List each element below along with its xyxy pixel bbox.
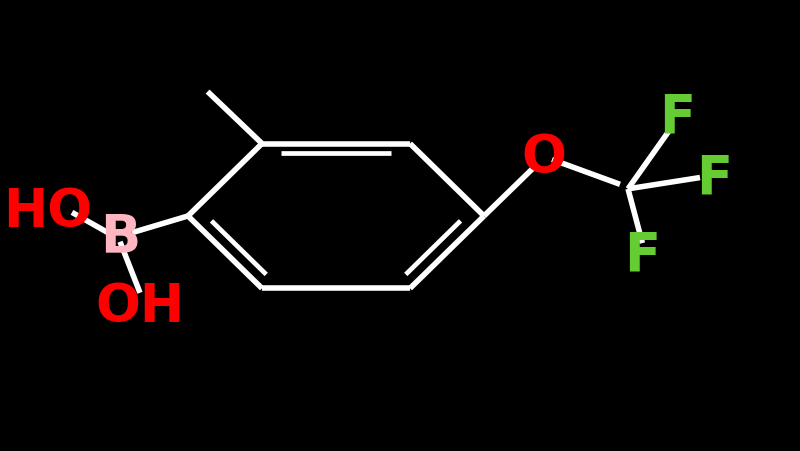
Text: OH: OH: [95, 281, 185, 333]
Text: F: F: [624, 229, 661, 281]
Text: HO: HO: [3, 186, 93, 238]
Text: F: F: [659, 91, 696, 143]
Text: B: B: [100, 211, 140, 263]
Text: O: O: [522, 132, 566, 184]
Text: F: F: [696, 152, 733, 204]
